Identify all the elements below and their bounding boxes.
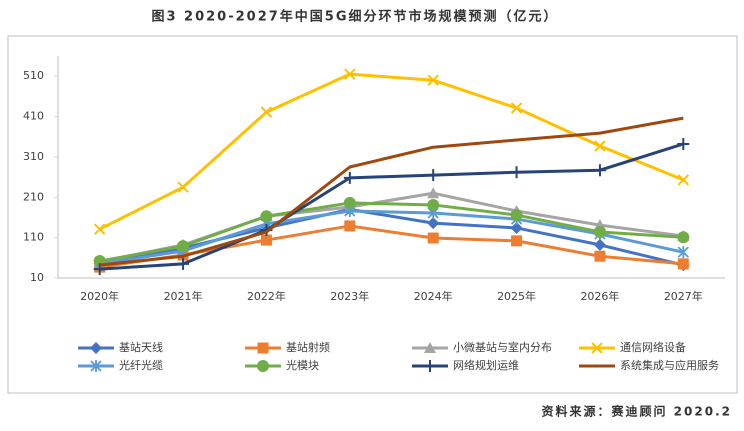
x-tick-label: 2027年 <box>664 289 703 303</box>
marker <box>344 220 356 232</box>
marker <box>511 235 523 247</box>
marker <box>677 174 690 186</box>
marker <box>260 234 272 246</box>
marker <box>510 166 523 179</box>
marker <box>177 181 189 193</box>
marker <box>677 137 690 150</box>
legend-label: 小微基站与室内分布 <box>453 340 552 354</box>
legend-label: 光纤光缆 <box>119 358 163 372</box>
marker <box>427 198 440 211</box>
x-tick-label: 2023年 <box>330 289 369 303</box>
legend-label: 通信网络设备 <box>620 340 686 354</box>
legend-label: 系统集成与应用服务 <box>620 358 719 372</box>
series-line <box>99 201 684 263</box>
marker <box>594 250 606 262</box>
legend-label: 基站天线 <box>119 340 163 354</box>
chart-title: 图3 2020-2027年中国5G细分环节市场规模预测（亿元） <box>151 9 558 25</box>
marker <box>427 74 439 86</box>
series-line <box>99 142 684 271</box>
y-tick-label: 10 <box>30 271 44 284</box>
marker <box>593 225 606 238</box>
marker <box>427 187 440 199</box>
x-tick-label: 2026年 <box>580 289 619 303</box>
marker <box>424 342 436 353</box>
marker <box>260 210 273 223</box>
marker <box>260 106 273 118</box>
series-line <box>99 72 684 231</box>
legend-label: 基站射频 <box>286 340 330 354</box>
marker <box>257 342 269 354</box>
marker <box>510 209 523 222</box>
marker <box>677 246 689 259</box>
marker <box>90 360 102 372</box>
x-tick-label: 2022年 <box>247 289 286 303</box>
series-line <box>99 209 684 266</box>
series-line <box>99 207 684 267</box>
legend-label: 网络规划运维 <box>453 358 519 372</box>
marker <box>591 342 603 354</box>
series-line <box>99 116 684 267</box>
y-tick-label: 110 <box>23 231 44 244</box>
marker <box>424 360 436 372</box>
x-tick-label: 2024年 <box>414 289 453 303</box>
marker <box>90 342 102 354</box>
marker <box>93 223 106 235</box>
source: 资料来源：赛迪顾问 2020.2 <box>542 404 733 419</box>
marker <box>343 171 356 184</box>
y-tick-label: 210 <box>23 190 44 203</box>
marker <box>257 360 269 372</box>
marker <box>177 257 190 270</box>
x-tick-label: 2021年 <box>164 289 203 303</box>
marker <box>177 240 190 253</box>
marker <box>510 102 523 114</box>
marker <box>593 238 606 251</box>
chart-border <box>7 35 738 394</box>
marker <box>677 231 690 244</box>
marker <box>344 68 356 80</box>
y-tick-label: 310 <box>23 150 44 163</box>
marker <box>427 232 439 244</box>
x-tick-label: 2020年 <box>80 289 119 303</box>
marker <box>343 196 356 209</box>
marker <box>593 164 606 177</box>
marker <box>510 221 523 234</box>
marker <box>677 258 689 270</box>
y-tick-label: 510 <box>23 69 44 82</box>
marker <box>427 217 440 230</box>
x-tick-label: 2025年 <box>497 289 536 303</box>
marker <box>427 169 440 182</box>
legend-label: 光模块 <box>286 358 319 372</box>
marker <box>594 140 606 152</box>
y-tick-label: 410 <box>23 110 44 123</box>
marker <box>93 263 106 276</box>
